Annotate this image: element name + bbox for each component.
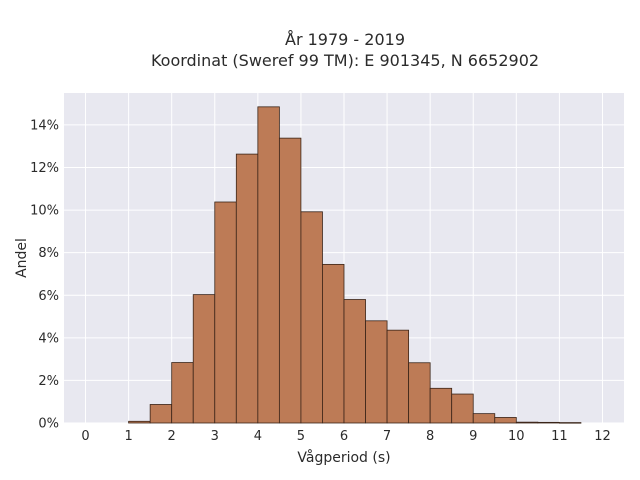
histogram-bar [322,263,345,424]
x-tick-label: 2 [168,429,176,444]
histogram-bar [451,393,474,424]
x-tick-label: 11 [551,429,568,444]
histogram-bar [386,329,410,424]
y-tick-label: 10% [30,204,59,219]
histogram-bar [558,422,582,424]
histogram-bar [235,153,259,424]
histogram-bar [408,362,431,424]
x-tick-label: 8 [426,429,434,444]
y-tick-label: 12% [30,161,59,176]
y-tick-label: 6% [38,289,59,304]
histogram-bar [278,137,302,424]
histogram-bar [300,211,323,424]
chart-title-line-2: Koordinat (Sweref 99 TM): E 901345, N 66… [151,51,539,70]
histogram-bar [128,420,151,424]
x-tick-label: 10 [508,429,525,444]
x-tick-label: 4 [254,429,262,444]
x-tick-label: 12 [594,429,611,444]
y-tick-label: 4% [38,331,59,346]
histogram-bar [515,421,539,424]
y-tick-labels: 0% 2% 4% 6% 8% 10% 12% 14% [30,118,59,431]
histogram-bar [171,362,194,424]
x-tick-label: 6 [340,429,348,444]
histogram-bar [343,299,366,424]
histogram-bar [365,320,388,424]
x-tick-label: 9 [469,429,477,444]
y-axis-label: Andel [14,238,30,278]
histogram-bar [537,421,560,424]
histogram-bar [192,294,216,424]
histogram-bar [429,387,453,424]
x-tick-label: 0 [81,429,89,444]
y-tick-label: 2% [38,374,59,389]
histogram-bar [257,106,280,424]
x-tick-label: 3 [211,429,219,444]
histogram-bar [472,413,496,424]
x-tick-label: 1 [124,429,132,444]
histogram-bar [494,417,517,424]
x-axis-label: Vågperiod (s) [297,449,390,466]
y-tick-label: 8% [38,246,59,261]
histogram-bar [214,201,237,424]
bars [128,106,582,424]
y-tick-label: 0% [38,417,59,432]
y-tick-label: 14% [30,118,59,133]
chart-title-line-1: År 1979 - 2019 [285,30,405,49]
x-tick-label: 7 [383,429,391,444]
x-tick-labels: 0 1 2 3 4 5 6 7 8 9 10 11 12 [81,429,610,444]
x-tick-label: 5 [297,429,305,444]
histogram-bar [149,404,173,424]
